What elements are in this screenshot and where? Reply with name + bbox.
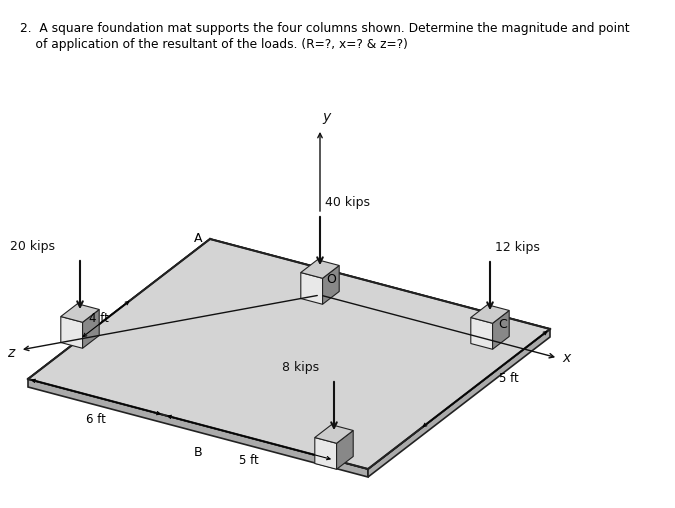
- Polygon shape: [493, 310, 509, 350]
- Polygon shape: [28, 379, 368, 477]
- Text: 5 ft: 5 ft: [499, 372, 519, 386]
- Polygon shape: [28, 239, 550, 469]
- Text: A: A: [194, 233, 202, 245]
- Text: C: C: [498, 318, 507, 331]
- Text: y: y: [322, 110, 330, 124]
- Text: 2.  A square foundation mat supports the four columns shown. Determine the magni: 2. A square foundation mat supports the …: [20, 22, 630, 35]
- Polygon shape: [470, 318, 493, 350]
- Polygon shape: [301, 260, 340, 278]
- Text: 8 kips: 8 kips: [282, 361, 319, 374]
- Text: 4 ft: 4 ft: [89, 312, 109, 326]
- Polygon shape: [315, 437, 337, 469]
- Text: 40 kips: 40 kips: [325, 196, 370, 209]
- Polygon shape: [28, 239, 550, 469]
- Polygon shape: [301, 272, 323, 304]
- Text: x: x: [562, 351, 570, 365]
- Text: O: O: [326, 273, 336, 286]
- Polygon shape: [337, 430, 353, 469]
- Text: 12 kips: 12 kips: [495, 241, 540, 254]
- Text: z: z: [7, 346, 14, 360]
- Polygon shape: [315, 425, 353, 443]
- Polygon shape: [368, 329, 550, 477]
- Text: 20 kips: 20 kips: [10, 240, 55, 253]
- Polygon shape: [82, 309, 99, 348]
- Polygon shape: [470, 305, 509, 323]
- Text: 5 ft: 5 ft: [239, 454, 259, 466]
- Text: of application of the resultant of the loads. (R=?, x=? & z=?): of application of the resultant of the l…: [20, 38, 408, 51]
- Polygon shape: [61, 316, 82, 348]
- Text: B: B: [194, 446, 202, 459]
- Polygon shape: [61, 304, 99, 322]
- Polygon shape: [323, 266, 340, 304]
- Text: 6 ft: 6 ft: [86, 413, 106, 426]
